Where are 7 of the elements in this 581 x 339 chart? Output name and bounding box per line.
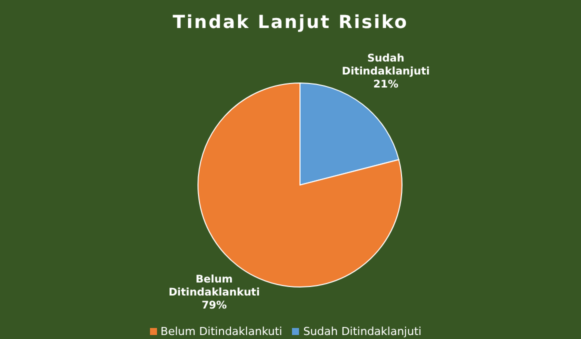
legend-label: Sudah Ditindaklanjuti [303,325,422,338]
slice-label: Sudah Ditindaklanjuti [342,52,430,78]
data-label: 21% [373,78,399,90]
slice-label: Belum Ditindaklankuti [168,274,260,299]
chart-title: Tindak Lanjut Risiko [172,11,410,35]
data-label: 79% [202,300,228,312]
legend-label: Belum Ditindaklankuti [160,325,282,338]
